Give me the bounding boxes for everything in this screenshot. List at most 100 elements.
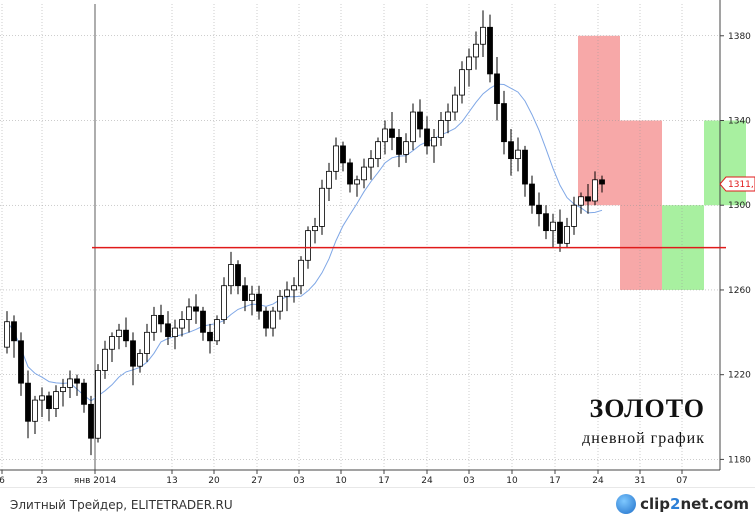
zone-1 — [620, 120, 662, 290]
candle-63 — [445, 103, 451, 134]
zone-0 — [578, 35, 620, 206]
candle-73 — [515, 137, 521, 172]
candle-body-59 — [417, 111, 423, 130]
candle-19 — [137, 349, 143, 373]
candle-body-80 — [564, 226, 570, 244]
x-tick-label-2: янв 2014 — [74, 476, 117, 486]
candle-body-47 — [333, 145, 339, 172]
candle-68 — [480, 10, 486, 57]
footer-bar: Элитный Трейдер, ELITETRADER.RU clip2net… — [0, 487, 755, 520]
candle-body-85 — [599, 179, 605, 185]
candle-body-75 — [529, 183, 535, 206]
candle-body-45 — [319, 187, 325, 227]
grid-lines — [0, 0, 721, 471]
candle-body-57 — [403, 141, 409, 155]
x-tick-label-6: 03 — [293, 476, 304, 486]
candle-body-58 — [410, 111, 416, 143]
candle-65 — [459, 61, 465, 104]
candle-76 — [536, 192, 542, 227]
candle-body-55 — [389, 128, 395, 138]
candle-body-37 — [263, 310, 269, 329]
current-price-label: 1311, — [728, 180, 754, 190]
candle-body-54 — [382, 128, 388, 143]
candle-45 — [319, 179, 325, 235]
candle-body-71 — [501, 103, 507, 143]
candle-53 — [375, 137, 381, 168]
x-tick-label-14: 31 — [634, 476, 645, 486]
candle-body-78 — [550, 221, 556, 232]
candle-body-68 — [480, 26, 486, 45]
candle-80 — [564, 217, 570, 248]
candle-64 — [452, 86, 458, 121]
candle-58 — [410, 103, 416, 151]
candle-body-50 — [354, 179, 360, 185]
chart-title: ЗОЛОТО — [590, 394, 705, 423]
x-tick-label-11: 10 — [506, 476, 518, 486]
candles — [4, 10, 605, 456]
candle-body-38 — [270, 310, 276, 329]
candle-body-44 — [312, 226, 318, 232]
candle-body-56 — [396, 137, 402, 155]
candle-52 — [368, 150, 374, 180]
candle-18 — [130, 332, 136, 386]
candle-38 — [270, 306, 276, 337]
candle-body-40 — [284, 289, 290, 297]
candle-31 — [221, 277, 227, 324]
candle-46 — [326, 162, 332, 201]
candle-body-18 — [130, 340, 136, 367]
candle-82 — [578, 192, 584, 214]
candle-body-66 — [466, 56, 472, 71]
candle-body-17 — [123, 329, 129, 342]
candle-27 — [193, 294, 199, 324]
brand-logo[interactable]: clip2net.com — [616, 492, 749, 516]
candle-body-10 — [74, 378, 80, 384]
candle-66 — [466, 48, 472, 87]
x-tick-label-12: 17 — [549, 476, 560, 486]
candle-body-33 — [235, 264, 241, 287]
candle-57 — [403, 133, 409, 163]
y-tick-label-2: 1260 — [728, 286, 751, 296]
candle-body-0 — [4, 321, 10, 348]
candle-body-35 — [249, 293, 255, 301]
candle-56 — [396, 128, 402, 168]
candle-body-77 — [543, 213, 549, 232]
candle-47 — [333, 137, 339, 180]
candle-48 — [340, 141, 346, 172]
candle-body-62 — [438, 120, 444, 138]
candle-59 — [417, 99, 423, 138]
candle-39 — [277, 289, 283, 320]
candle-body-12 — [88, 403, 94, 439]
candle-36 — [256, 285, 262, 320]
candlestick-chart: 1180 1220 1260 1300 1340 1380 6 23 янв 2014 13 20… — [0, 0, 755, 486]
candle-body-70 — [494, 73, 500, 104]
candle-body-69 — [487, 26, 493, 75]
candle-body-48 — [340, 145, 346, 164]
candle-34 — [242, 277, 248, 312]
candle-84 — [592, 171, 598, 206]
candle-28 — [200, 306, 206, 341]
candle-body-15 — [109, 336, 115, 350]
moving-average — [6, 83, 603, 402]
candle-body-5 — [39, 395, 45, 401]
candle-body-2 — [18, 340, 24, 384]
candle-14 — [102, 340, 108, 379]
candle-54 — [382, 120, 388, 155]
candle-body-22 — [158, 314, 164, 325]
candle-body-9 — [67, 378, 73, 388]
candle-body-30 — [214, 319, 220, 342]
candle-22 — [158, 304, 164, 333]
x-tick-label-10: 03 — [463, 476, 474, 486]
candle-body-74 — [522, 149, 528, 185]
candle-body-7 — [53, 391, 59, 409]
candle-32 — [228, 251, 234, 295]
candle-body-28 — [200, 310, 206, 333]
x-tick-label-3: 13 — [166, 476, 177, 486]
candle-12 — [88, 395, 94, 456]
candle-77 — [543, 205, 549, 240]
x-tick-label-1: 23 — [36, 476, 47, 486]
candle-body-82 — [578, 196, 584, 206]
candle-body-83 — [585, 196, 591, 202]
source-credit: Элитный Трейдер, ELITETRADER.RU — [10, 498, 233, 512]
candle-body-84 — [592, 179, 598, 202]
candle-40 — [284, 281, 290, 312]
